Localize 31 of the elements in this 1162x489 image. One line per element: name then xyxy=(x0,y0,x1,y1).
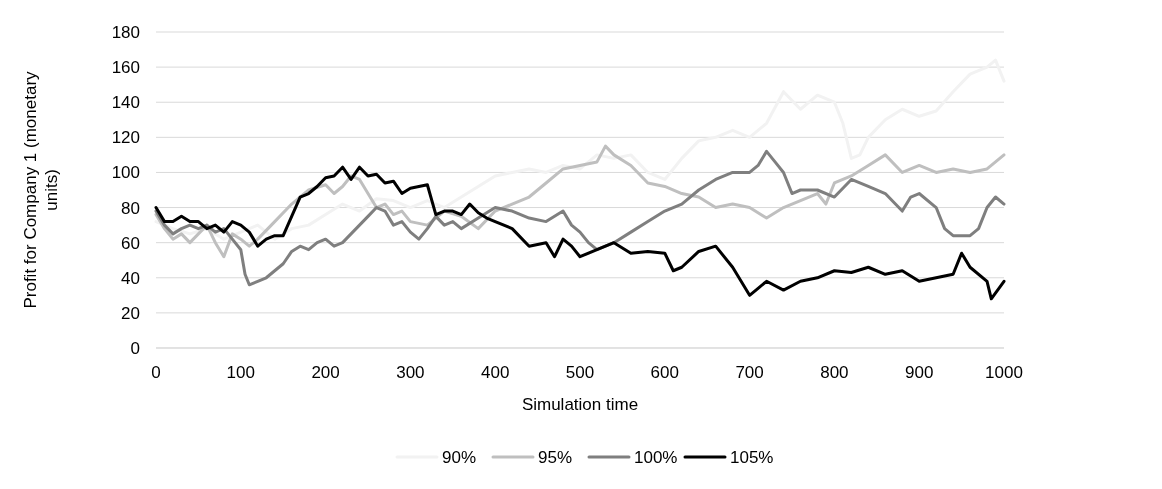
x-tick-label: 700 xyxy=(735,363,764,382)
y-axis-title: Profit for Company 1 (monetary units) xyxy=(21,70,61,309)
y-tick-label: 160 xyxy=(111,58,140,78)
y-tick-label: 180 xyxy=(111,22,140,42)
x-tick-label: 1000 xyxy=(985,363,1023,382)
x-tick-label: 900 xyxy=(905,363,934,382)
legend-label: 105% xyxy=(730,447,774,467)
y-tick-label: 140 xyxy=(111,93,140,113)
line-series xyxy=(154,165,1006,301)
line-series xyxy=(154,58,1006,241)
y-tick-label: 100 xyxy=(111,163,140,183)
legend-label: 90% xyxy=(442,447,477,467)
y-tick-label: 0 xyxy=(130,338,140,358)
y-tick-label: 40 xyxy=(121,268,140,288)
legend-label: 95% xyxy=(538,447,573,467)
x-axis-title: Simulation time xyxy=(521,395,639,414)
legend-label: 100% xyxy=(634,447,678,467)
x-tick-label: 0 xyxy=(151,363,161,382)
line-series xyxy=(154,149,1006,287)
x-tick-label: 500 xyxy=(565,363,595,382)
x-tick-label: 100 xyxy=(226,363,255,382)
x-tick-label: 300 xyxy=(396,363,425,382)
x-tick-label: 800 xyxy=(820,363,849,382)
y-tick-label: 20 xyxy=(121,303,140,323)
y-tick-label: 80 xyxy=(121,198,140,218)
x-tick-label: 600 xyxy=(650,363,679,382)
line-series xyxy=(154,144,1006,259)
y-tick-label: 60 xyxy=(121,233,140,253)
y-tick-label: 120 xyxy=(111,128,140,148)
x-tick-label: 400 xyxy=(481,363,510,382)
x-tick-label: 200 xyxy=(311,363,340,382)
